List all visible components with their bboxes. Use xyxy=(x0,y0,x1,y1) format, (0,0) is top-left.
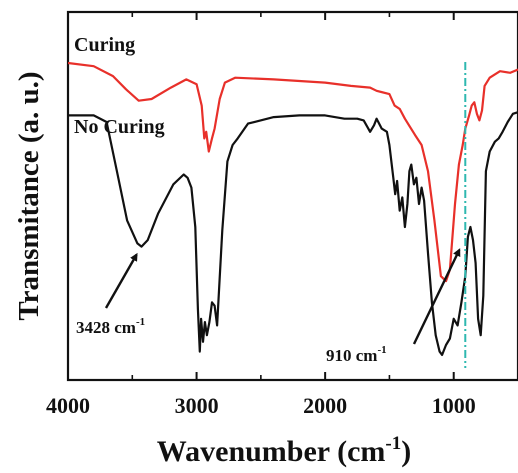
annotation-label-3428-sup: -1 xyxy=(136,316,145,328)
x-axis-label-sup: -1 xyxy=(385,433,401,454)
annotation-arrow-3428 xyxy=(104,252,138,309)
y-axis-label: Transmitance (a. u.) xyxy=(13,71,45,320)
x-axis-label-main: Wavenumber (cm xyxy=(157,435,386,468)
plot-frame xyxy=(66,10,518,382)
x-axis-label-close: ) xyxy=(401,435,411,468)
x-axis-ticks: 4000 3000 2000 1000 xyxy=(46,12,476,418)
series-label-no-curing: No Curing xyxy=(74,116,165,138)
series-labels: Curing No Curing xyxy=(74,34,165,138)
annotation-label-910: 910 cm-1 xyxy=(326,344,387,365)
annotation-label-3428-main: 3428 cm xyxy=(76,318,136,337)
x-tick-label-2000: 2000 xyxy=(303,393,347,418)
annotation-arrow-910 xyxy=(412,248,461,345)
annotation-label-910-main: 910 cm xyxy=(326,346,377,365)
x-tick-label-4000: 4000 xyxy=(46,393,90,418)
x-tick-label-1000: 1000 xyxy=(432,393,476,418)
x-axis-label: Wavenumber (cm-1) xyxy=(157,433,411,468)
annotation-label-910-sup: -1 xyxy=(377,344,386,356)
series-line-no-curing xyxy=(68,111,518,356)
x-tick-label-3000: 3000 xyxy=(175,393,219,418)
series-label-curing: Curing xyxy=(74,34,135,56)
series-line-curing xyxy=(68,61,518,283)
series-layer xyxy=(68,61,518,356)
annotation-label-3428: 3428 cm-1 xyxy=(76,316,145,337)
plot-area xyxy=(66,10,518,382)
